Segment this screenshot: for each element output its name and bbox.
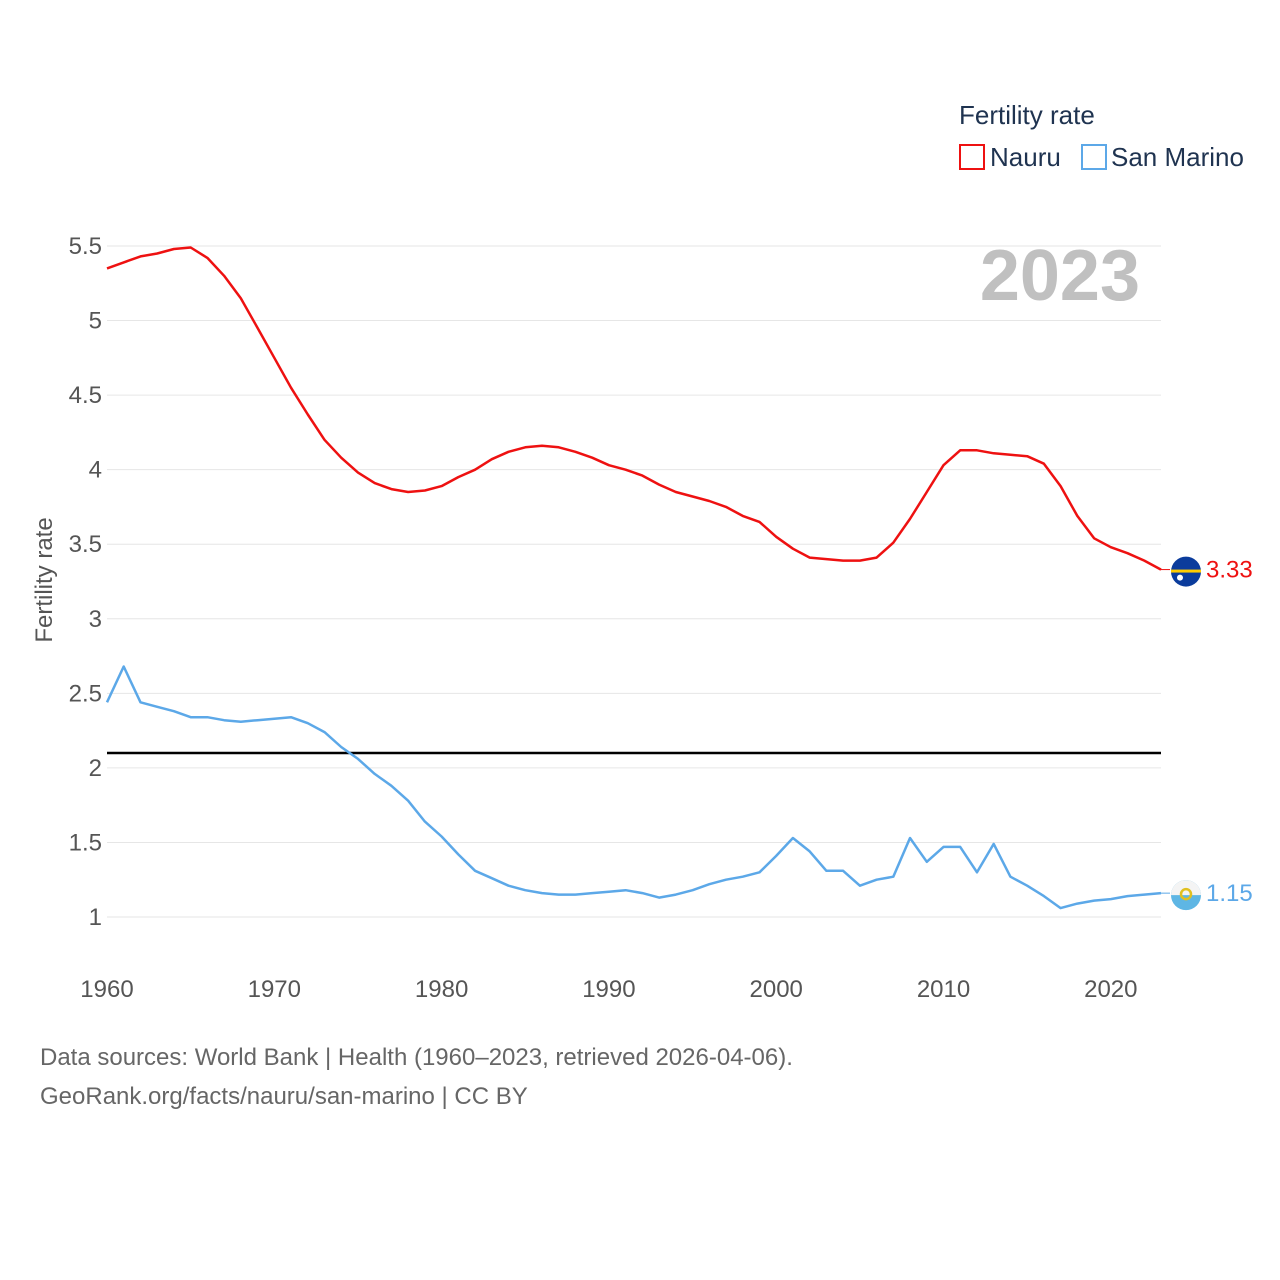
y-tick-label: 5	[89, 308, 102, 335]
x-tick-label: 2000	[750, 976, 803, 1003]
legend-label-san-marino: San Marino	[1111, 142, 1244, 172]
y-tick-label: 1.5	[69, 829, 102, 856]
x-tick-label: 1990	[582, 976, 635, 1003]
series-line-nauru[interactable]	[106, 246, 1162, 571]
year-stamp: 2023	[980, 236, 1140, 316]
end-value-label-san-marino: 1.15	[1206, 880, 1253, 907]
grid-lines	[107, 245, 1161, 918]
x-tick-label: 1960	[80, 976, 133, 1003]
x-tick-label: 1970	[248, 976, 301, 1003]
flag-icon-san-marino	[1171, 880, 1201, 911]
x-axis-ticks: 1960 1970 1980 1990 2000 2010 2020	[80, 976, 1137, 1003]
y-tick-label: 4.5	[69, 382, 102, 409]
end-value-label-nauru: 3.33	[1206, 557, 1253, 584]
y-axis-ticks: 1 1.5 2 2.5 3 3.5 4 4.5 5 5.5	[69, 233, 102, 931]
legend-item-nauru[interactable]: Nauru	[959, 142, 1061, 172]
y-tick-label: 1	[89, 904, 102, 931]
series-line-san-marino[interactable]	[105, 665, 1162, 910]
y-axis-title: Fertility rate	[31, 517, 58, 642]
y-tick-label: 2.5	[69, 680, 102, 707]
legend-item-san-marino[interactable]: San Marino	[1081, 142, 1244, 172]
legend-title: Fertility rate	[959, 100, 1095, 130]
y-tick-label: 5.5	[69, 233, 102, 260]
y-tick-label: 2	[89, 755, 102, 782]
flag-icon-nauru	[1171, 556, 1201, 587]
y-tick-label: 3.5	[69, 531, 102, 558]
y-tick-label: 4	[89, 457, 102, 484]
legend-swatch-nauru	[959, 144, 985, 170]
end-markers: 3.33 1.15	[1161, 556, 1253, 911]
attribution-link[interactable]: GeoRank.org/facts/nauru/san-marino | CC …	[40, 1083, 528, 1110]
legend-label-nauru: Nauru	[990, 142, 1061, 172]
y-tick-label: 3	[89, 606, 102, 633]
x-tick-label: 2020	[1084, 976, 1137, 1003]
legend-swatch-san-marino	[1081, 144, 1107, 170]
legend: Fertility rate Nauru San Marino	[959, 100, 1244, 172]
data-source-note: Data sources: World Bank | Health (1960–…	[40, 1044, 793, 1071]
x-tick-label: 1980	[415, 976, 468, 1003]
x-tick-label: 2010	[917, 976, 970, 1003]
